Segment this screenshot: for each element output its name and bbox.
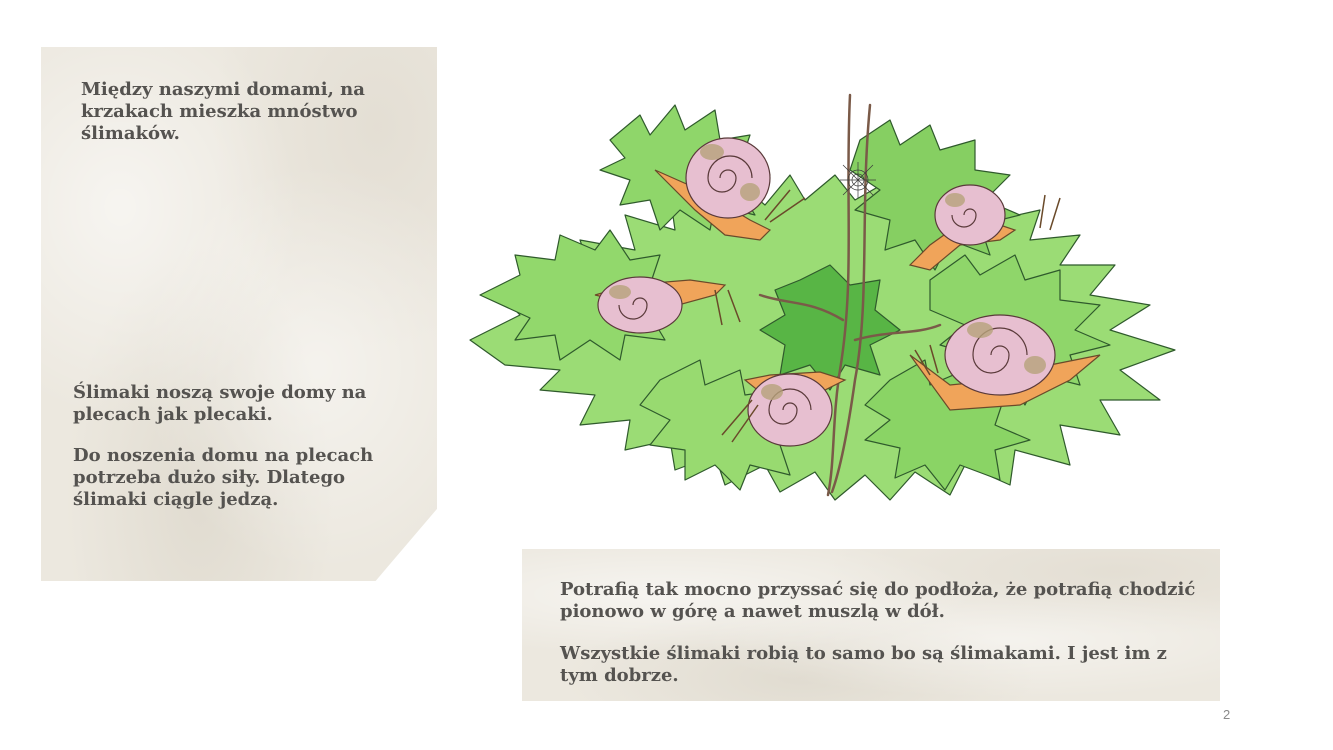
stem-main: [826, 93, 852, 497]
snail-right: [909, 314, 1101, 411]
page-number: 2: [1223, 707, 1231, 722]
strength-paragraph: Do noszenia domu na plecach potrzeba duż…: [73, 445, 374, 510]
stem-second: [830, 103, 872, 494]
stem-branch-2: [853, 323, 942, 342]
snail-top-right: [908, 184, 1061, 271]
closing-paragraph: Wszystkie ślimaki robią to samo bo są śl…: [560, 643, 1167, 686]
intro-paragraph: Między naszymi domami, na krzakach miesz…: [81, 79, 365, 144]
stem-branch: [758, 293, 845, 322]
suction-paragraph: Potrafią tak mocno przyssać się do podło…: [560, 579, 1196, 622]
snail-bottom-center: [721, 371, 847, 447]
snail-left: [594, 276, 741, 334]
houses-paragraph: Ślimaki noszą swoje domy na plecach jak …: [73, 382, 367, 425]
leaf-center-dark: [759, 264, 901, 391]
left-text-panel: Między naszymi domami, na krzakach miesz…: [41, 47, 437, 581]
snail-top-left: [654, 137, 806, 241]
cobweb: [840, 162, 876, 198]
snails-bush-illustration: [469, 93, 1176, 501]
bottom-text-panel: Potrafią tak mocno przyssać się do podło…: [522, 549, 1220, 701]
